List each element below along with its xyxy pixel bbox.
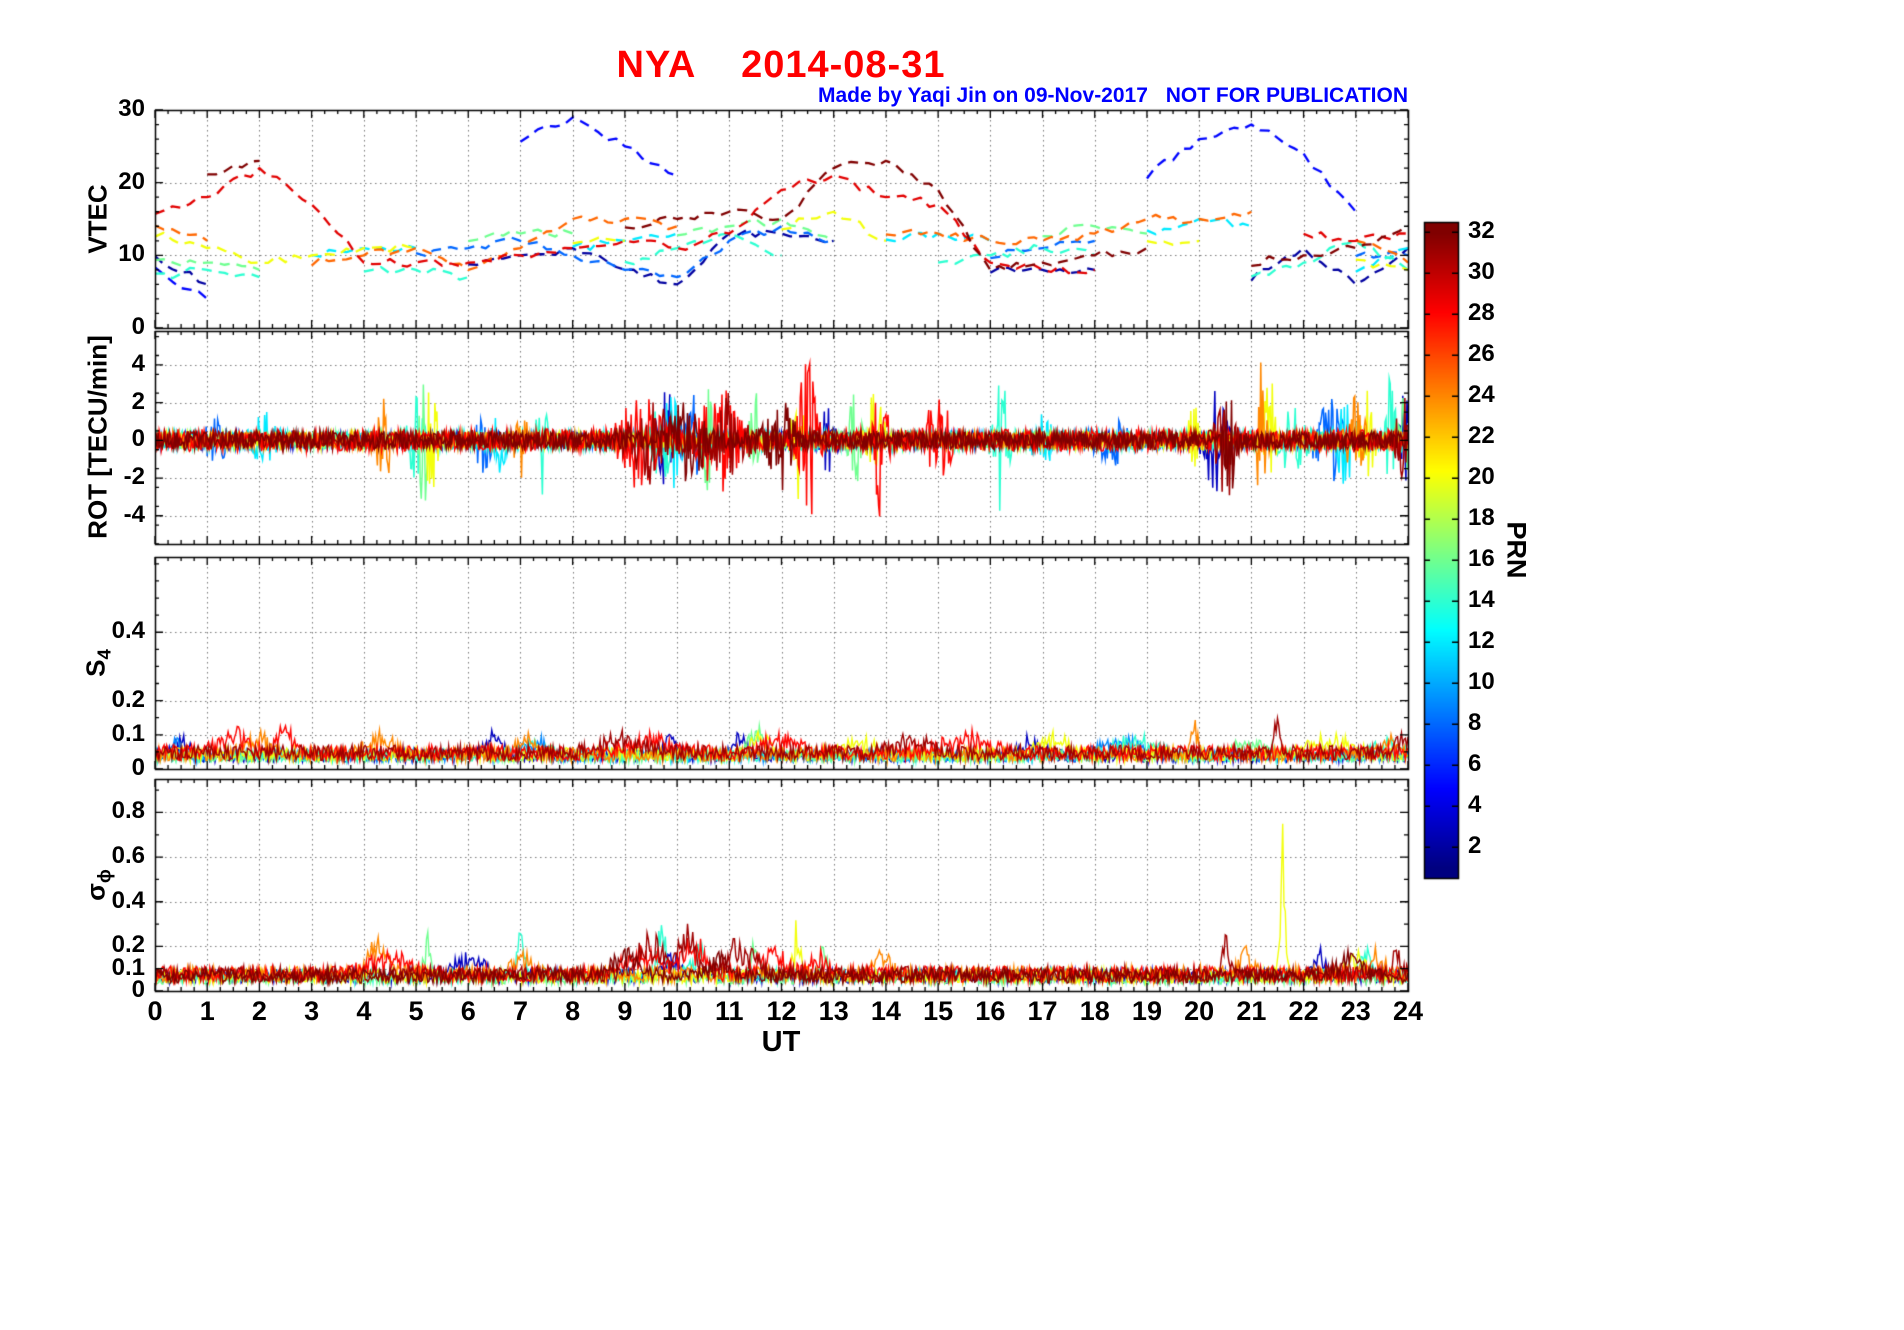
y-tick-label-sigma_phi: 0: [131, 976, 145, 1003]
y-tick-label-s4: 0: [131, 754, 145, 781]
y-tick-label-vtec: 0: [131, 313, 145, 340]
x-tick-label: 14: [870, 996, 901, 1026]
colorbar-tick-label: 28: [1468, 299, 1495, 327]
colorbar-tick-label: 10: [1468, 668, 1495, 696]
colorbar-tick-label: 26: [1468, 340, 1495, 368]
colorbar-tick-label: 6: [1468, 750, 1482, 778]
colorbar-tick-label: 22: [1468, 422, 1495, 450]
x-tick-label: 10: [662, 996, 693, 1026]
colorbar-tick-label: 30: [1468, 258, 1495, 286]
x-tick-label: 8: [565, 996, 581, 1026]
x-tick-label: 7: [512, 996, 528, 1026]
credit-text: Made by Yaqi Jin on 09-Nov-2017: [818, 84, 1148, 107]
y-tick-label-sigma_phi: 0.1: [111, 953, 145, 981]
y-tick-label-vtec: 20: [118, 167, 145, 195]
colorbar-tick-label: 16: [1468, 545, 1495, 573]
y-tick-label-vtec: 30: [118, 95, 145, 122]
y-tick-label-rot: 0: [131, 425, 145, 453]
x-tick-label: 9: [617, 996, 633, 1026]
x-tick-label: 23: [1340, 996, 1371, 1026]
x-tick-label: 18: [1079, 996, 1110, 1026]
x-tick-label: 2: [251, 996, 267, 1026]
colorbar-tick-label: 32: [1468, 217, 1495, 245]
xlabel-ut: UT: [761, 1026, 801, 1058]
y-tick-label-sigma_phi: 0.6: [111, 842, 145, 870]
x-tick-label: 0: [147, 996, 163, 1026]
y-tick-label-rot: -4: [123, 500, 145, 528]
x-tick-label: 21: [1236, 996, 1267, 1026]
colorbar-tick-label: 12: [1468, 627, 1495, 655]
x-tick-label: 4: [356, 996, 372, 1026]
colorbar-tick-label: 24: [1468, 381, 1495, 409]
y-tick-label-rot: 4: [131, 349, 145, 377]
colorbar-tick-label: 20: [1468, 463, 1495, 491]
ylabel-sigma-sub: ϕ: [93, 869, 115, 884]
x-tick-label: 11: [715, 996, 744, 1026]
chart-title: NYA 2014-08-31: [616, 44, 946, 86]
y-tick-label-s4: 0.2: [111, 685, 145, 713]
y-tick-label-sigma_phi: 0.8: [111, 797, 145, 825]
y-tick-label-sigma_phi: 0.2: [111, 931, 145, 959]
publication-notice: NOT FOR PUBLICATION: [1165, 84, 1408, 107]
y-tick-label-rot: 2: [131, 387, 145, 415]
x-tick-label: 22: [1288, 996, 1319, 1026]
colorbar-tick-label: 18: [1468, 504, 1495, 532]
x-tick-label: 1: [199, 996, 215, 1026]
x-tick-label: 3: [304, 996, 320, 1026]
x-tick-label: 5: [408, 996, 424, 1026]
x-tick-label: 15: [923, 996, 954, 1026]
x-tick-label: 6: [460, 996, 476, 1026]
y-tick-label-vtec: 10: [118, 240, 145, 268]
y-tick-label-s4: 0.1: [111, 719, 145, 747]
y-tick-label-rot: -2: [123, 463, 145, 491]
x-tick-label: 20: [1184, 996, 1215, 1026]
x-tick-label: 12: [766, 996, 797, 1026]
ylabel-s4-sub: 4: [93, 649, 115, 660]
colorbar-tick-label: 8: [1468, 709, 1482, 737]
colorbar-tick-label: 4: [1468, 791, 1482, 819]
x-tick-label: 24: [1392, 996, 1424, 1026]
y-tick-label-s4: 0.4: [111, 617, 145, 645]
ylabel-s4: S4: [80, 649, 115, 677]
y-tick-label-sigma_phi: 0.4: [111, 886, 145, 914]
x-tick-label: 13: [818, 996, 849, 1026]
x-tick-label: 19: [1131, 996, 1162, 1026]
x-tick-label: 16: [975, 996, 1006, 1026]
x-tick-label: 17: [1027, 996, 1058, 1026]
ylabel-s4-text: S: [80, 659, 111, 677]
colorbar-tick-label: 14: [1468, 586, 1495, 614]
colorbar-tick-label: 2: [1468, 832, 1482, 860]
